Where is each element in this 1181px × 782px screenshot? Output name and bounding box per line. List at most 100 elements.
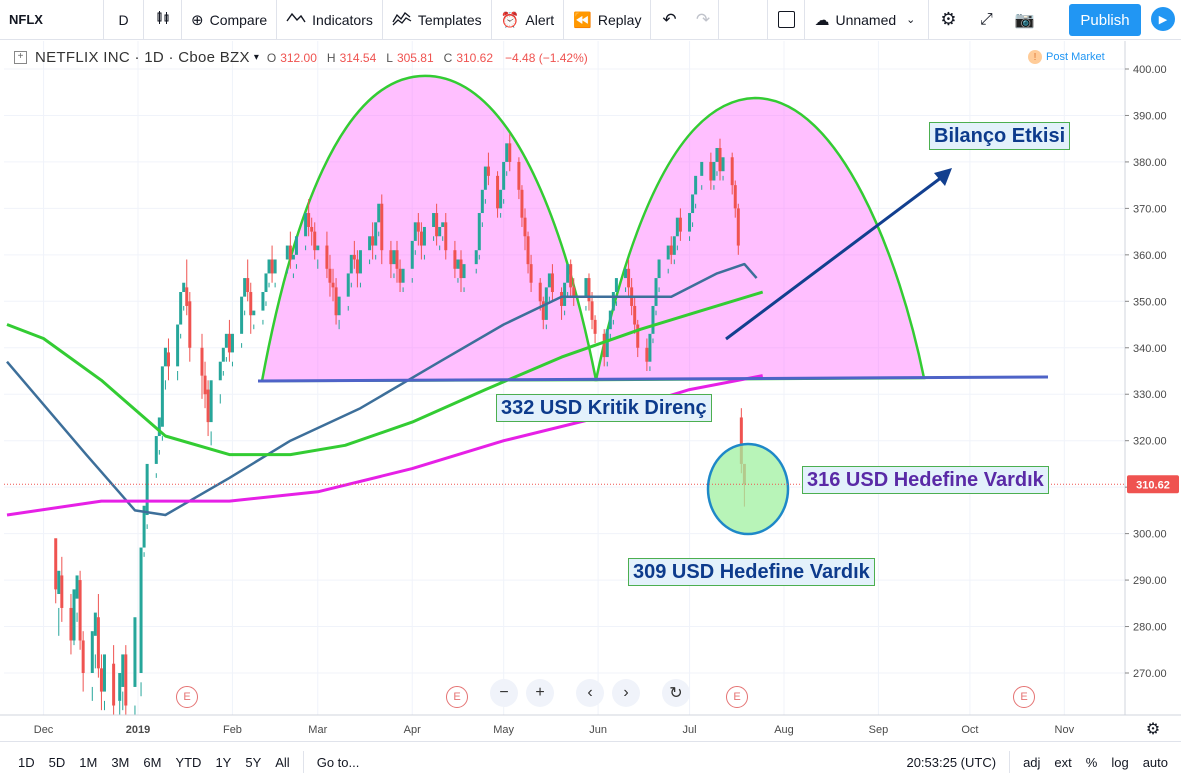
fullscreen-button[interactable]: ⤢ bbox=[967, 0, 1005, 40]
candle-body bbox=[721, 157, 725, 172]
percent-toggle[interactable]: % bbox=[1085, 754, 1098, 770]
range-5d[interactable]: 5D bbox=[48, 754, 66, 770]
range-ytd[interactable]: YTD bbox=[175, 754, 202, 770]
candle-body bbox=[81, 640, 85, 673]
candle-body bbox=[602, 333, 606, 358]
indicators-label: Indicators bbox=[312, 11, 373, 28]
moving-average-line bbox=[6, 262, 758, 517]
settings-button[interactable]: ⚙ bbox=[929, 0, 967, 40]
legend-toggle-icon[interactable]: + bbox=[14, 51, 27, 64]
candle-body bbox=[160, 366, 164, 427]
gear-icon: ⚙ bbox=[940, 9, 957, 29]
interval-button[interactable]: D bbox=[104, 0, 144, 40]
log-toggle[interactable]: log bbox=[1111, 754, 1129, 770]
templates-button[interactable]: Templates bbox=[383, 0, 492, 40]
candles-icon bbox=[155, 10, 171, 30]
interval-label: D bbox=[118, 11, 129, 28]
compare-button[interactable]: ⊕ Compare bbox=[182, 0, 278, 40]
ext-toggle[interactable]: ext bbox=[1054, 754, 1072, 770]
time-tick-label: Jun bbox=[589, 724, 607, 736]
candle-body bbox=[538, 282, 542, 302]
plus-circle-icon: ⊕ bbox=[191, 11, 204, 29]
layout-name-button[interactable]: ☁ Unnamed ⌄ bbox=[805, 0, 930, 40]
snapshot-button[interactable]: 📷 bbox=[1005, 0, 1043, 40]
candle-body bbox=[176, 324, 180, 367]
candle-body bbox=[157, 417, 161, 437]
redo-button[interactable]: ↷ bbox=[687, 0, 720, 40]
earnings-marker[interactable]: E bbox=[726, 686, 748, 708]
range-1m[interactable]: 1M bbox=[79, 754, 98, 770]
auto-toggle[interactable]: auto bbox=[1142, 754, 1168, 770]
indicators-icon bbox=[286, 11, 306, 29]
earnings-marker[interactable]: E bbox=[1013, 686, 1035, 708]
candle-body bbox=[346, 273, 350, 297]
candle-body bbox=[200, 347, 204, 376]
utc-clock[interactable]: 20:53:25 (UTC) bbox=[906, 754, 997, 770]
publish-button[interactable]: Publish bbox=[1069, 4, 1141, 36]
scroll-right-button[interactable]: › bbox=[612, 679, 640, 707]
replay-button[interactable]: ⏪ Replay bbox=[564, 0, 652, 40]
candle-body bbox=[377, 203, 381, 223]
candle-body bbox=[179, 292, 183, 325]
candle-body bbox=[529, 264, 533, 283]
candle-body bbox=[444, 222, 448, 251]
candle-body bbox=[142, 505, 146, 548]
post-market-badge[interactable]: ! Post Market bbox=[1028, 50, 1105, 64]
time-tick-label: Dec bbox=[34, 724, 54, 736]
candle-body bbox=[459, 259, 463, 279]
zoom-in-button[interactable]: + bbox=[526, 679, 554, 707]
candle-body bbox=[410, 240, 414, 269]
candle-body bbox=[78, 580, 82, 641]
alert-button[interactable]: ⏰ Alert bbox=[492, 0, 565, 40]
candle-body bbox=[669, 245, 673, 255]
layout-name-label: Unnamed bbox=[835, 11, 897, 28]
legend-open-label: O bbox=[266, 50, 277, 65]
templates-icon bbox=[392, 10, 412, 30]
axis-settings-icon[interactable]: ⚙ bbox=[1146, 719, 1160, 738]
price-chart[interactable]: 270.00280.00290.00300.00310.00320.00330.… bbox=[0, 41, 1181, 741]
candle-body bbox=[54, 538, 58, 590]
legend-dropdown-icon[interactable]: ▾ bbox=[253, 52, 259, 63]
play-button[interactable]: ▶ bbox=[1151, 7, 1175, 31]
candle-body bbox=[288, 245, 292, 260]
clock-icon: ! bbox=[1028, 50, 1042, 64]
candle-body bbox=[325, 245, 329, 269]
candle-body bbox=[185, 287, 189, 306]
chart-style-button[interactable] bbox=[144, 0, 182, 40]
range-all[interactable]: All bbox=[275, 754, 290, 770]
candle-body bbox=[358, 250, 362, 274]
range-6m[interactable]: 6M bbox=[143, 754, 162, 770]
candle-body bbox=[517, 161, 521, 190]
zoom-out-button[interactable]: − bbox=[490, 679, 518, 707]
price-tick-label: 290.00 bbox=[1133, 575, 1167, 587]
chart-area[interactable]: 270.00280.00290.00300.00310.00320.00330.… bbox=[0, 41, 1181, 741]
candle-body bbox=[657, 259, 661, 279]
undo-button[interactable]: ↶ bbox=[651, 0, 687, 40]
candle-body bbox=[566, 264, 570, 283]
indicators-button[interactable]: Indicators bbox=[277, 0, 383, 40]
range-3m[interactable]: 3M bbox=[111, 754, 130, 770]
chevron-down-icon: ⌄ bbox=[906, 14, 916, 26]
reset-chart-button[interactable]: ↻ bbox=[662, 679, 690, 707]
time-tick-label: Oct bbox=[961, 724, 978, 736]
goto-button[interactable]: Go to... bbox=[316, 754, 360, 770]
earnings-marker[interactable]: E bbox=[446, 686, 468, 708]
range-1y[interactable]: 1Y bbox=[215, 754, 232, 770]
candle-body bbox=[355, 259, 359, 274]
reset-icon: ↻ bbox=[669, 685, 683, 702]
symbol-search[interactable]: NFLX bbox=[0, 0, 104, 40]
scroll-left-button[interactable]: ‹ bbox=[576, 679, 604, 707]
candle-body bbox=[96, 617, 100, 669]
range-5y[interactable]: 5Y bbox=[245, 754, 262, 770]
adj-toggle[interactable]: adj bbox=[1023, 754, 1041, 770]
fullscreen-layout-button[interactable] bbox=[767, 0, 806, 40]
candle-body bbox=[435, 213, 439, 237]
candle-body bbox=[349, 254, 353, 274]
earnings-marker[interactable]: E bbox=[176, 686, 198, 708]
candle-body bbox=[456, 259, 460, 269]
symbol-label: NFLX bbox=[9, 12, 43, 27]
candle-body bbox=[678, 217, 682, 232]
candle-body bbox=[419, 231, 423, 246]
candle-body bbox=[547, 273, 551, 288]
range-1d[interactable]: 1D bbox=[18, 754, 35, 770]
